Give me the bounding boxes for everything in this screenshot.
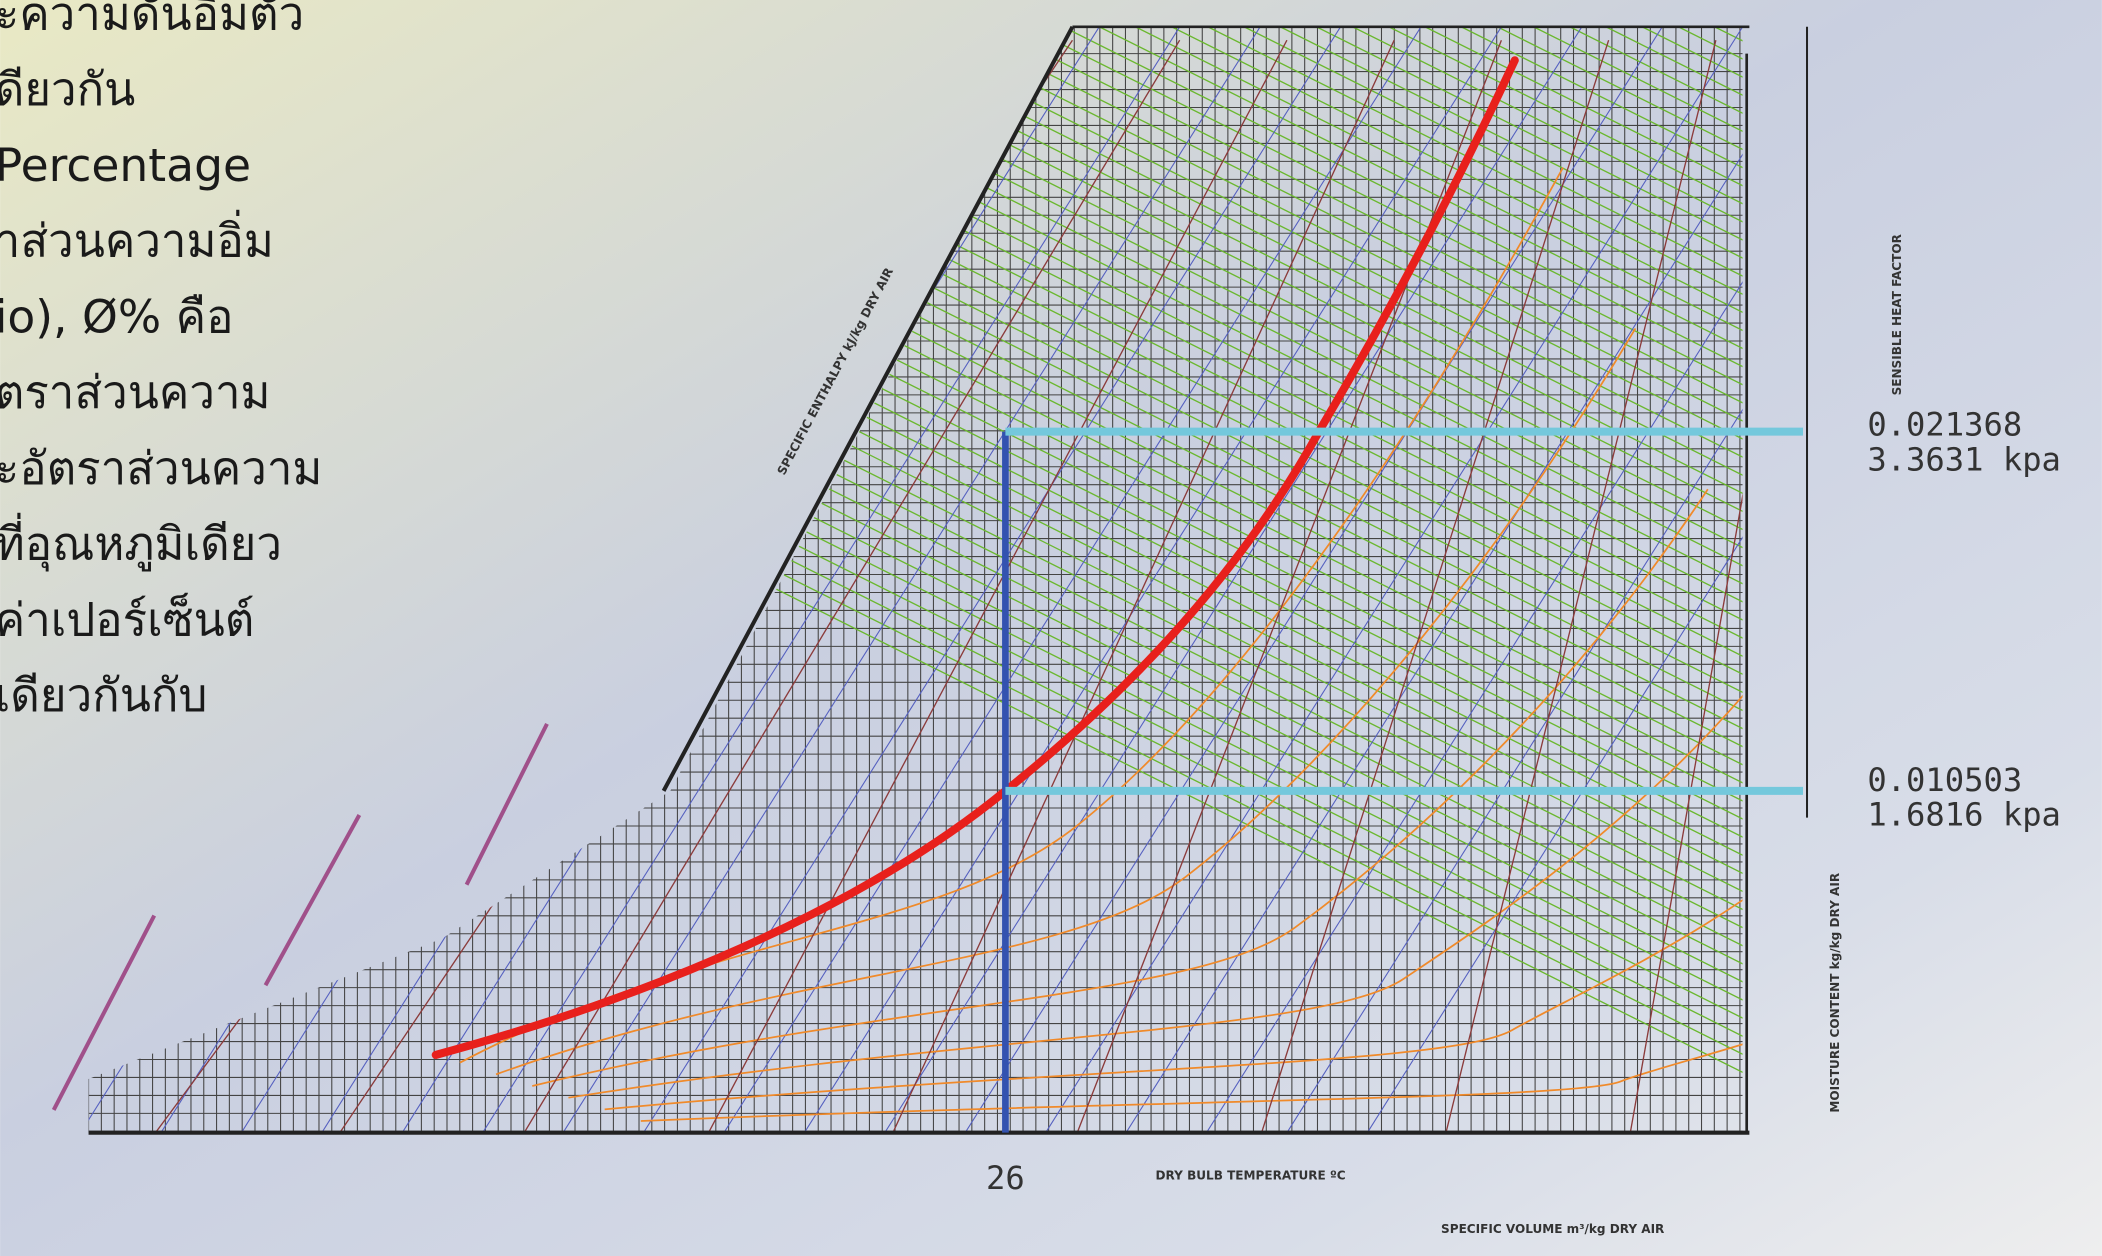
- specific-volume-label: SPECIFIC VOLUME m³/kg DRY AIR: [1441, 1222, 1665, 1236]
- slide-text-line: ค่าเปอร์เซ็นต์: [0, 592, 254, 646]
- slide-text-line: ะอัตราส่วนความ: [0, 442, 322, 495]
- x-axis-label: DRY BULB TEMPERATURE ºC: [1156, 1169, 1346, 1183]
- slide-text-line: io), Ø% คือ: [0, 290, 233, 343]
- slide-text-line: Percentage: [0, 139, 251, 192]
- marked-temperature: 26: [986, 1159, 1025, 1197]
- moisture-label: MOISTURE CONTENT kg/kg DRY AIR: [1828, 872, 1842, 1112]
- annotation-moisture: 0.021368: [1867, 406, 2022, 444]
- slide-text-line: เดียวกันกับ: [0, 669, 207, 722]
- slide-text-line: ดียวกัน: [0, 63, 135, 116]
- sensible-heat-label: SENSIBLE HEAT FACTOR: [1890, 233, 1904, 395]
- annotation-moisture: 0.010503: [1867, 761, 2022, 799]
- slide-text-line: ะความดันอิ่มตัว: [0, 0, 304, 40]
- slide-text-line: าส่วนความอิ่ม: [0, 210, 274, 268]
- slide: 0.021368 3.3631 kpa 0.010503 1.6816 kpa …: [0, 0, 2102, 1256]
- annotation-pressure: 3.3631 kpa: [1867, 440, 2061, 478]
- slide-text-line: ที่อุณหภูมิเดียว: [0, 513, 282, 573]
- page: 0.021368 3.3631 kpa 0.010503 1.6816 kpa …: [0, 0, 2102, 1256]
- annotation-pressure: 1.6816 kpa: [1867, 796, 2061, 834]
- slide-text-line: ตราส่วนความ: [0, 366, 271, 419]
